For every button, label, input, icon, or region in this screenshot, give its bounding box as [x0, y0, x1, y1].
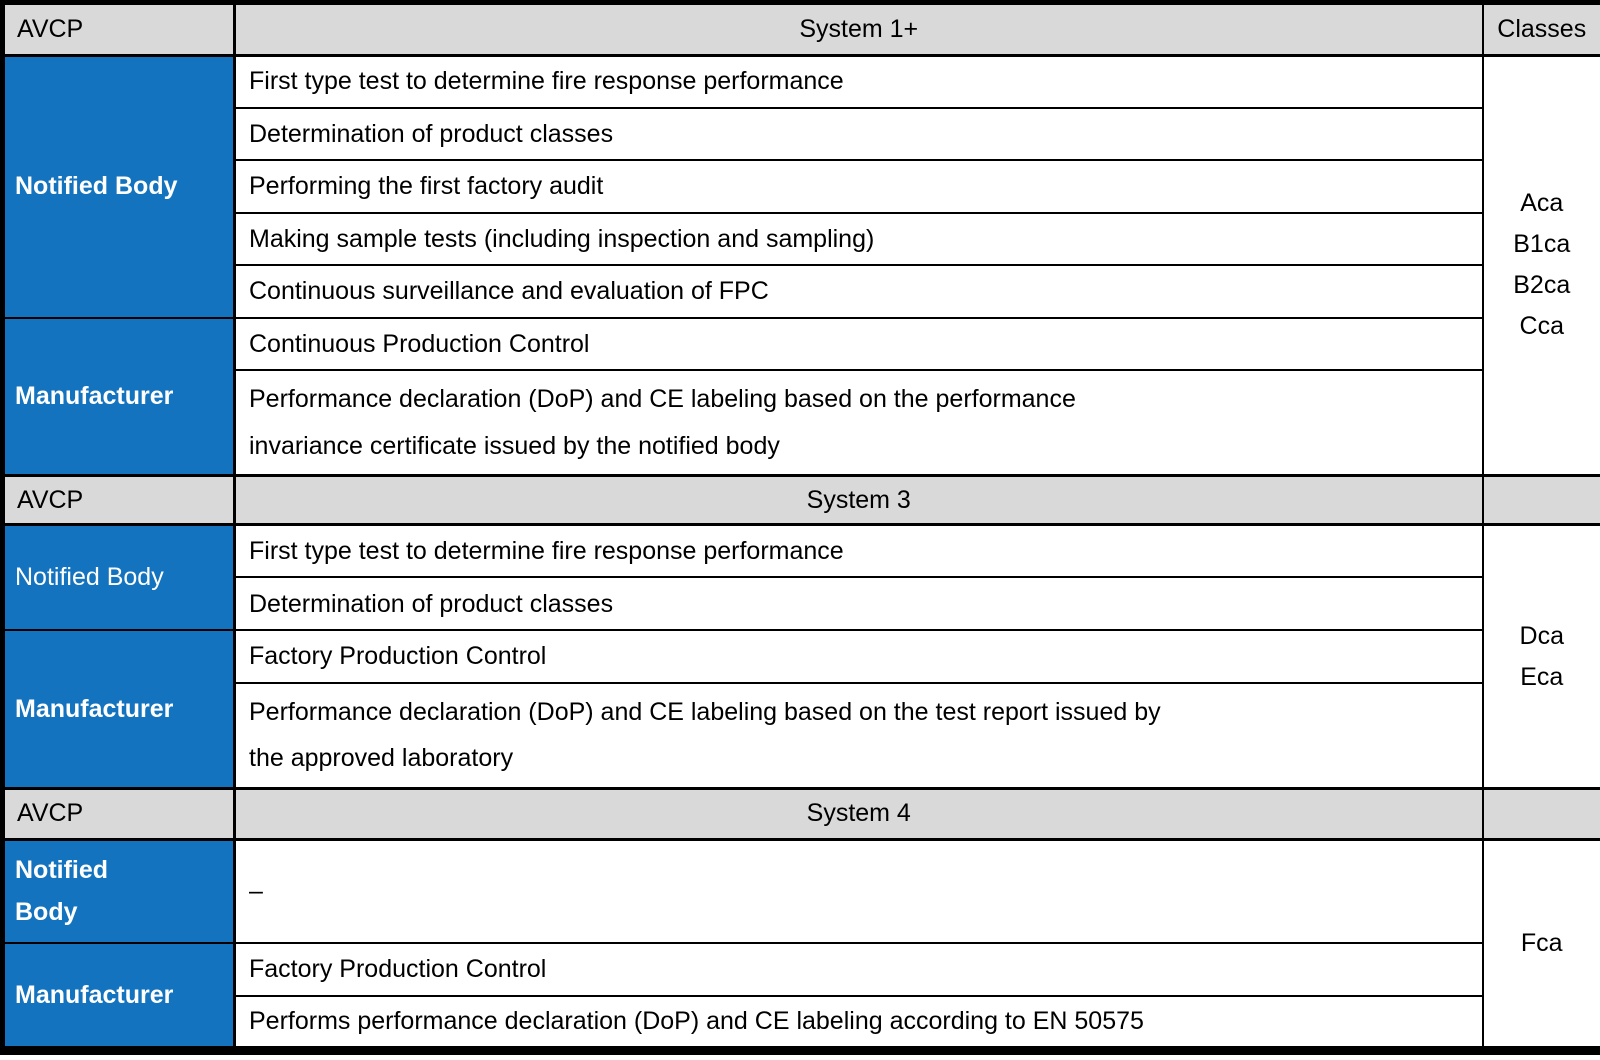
task-cell: Performs performance declaration (DoP) a…	[233, 994, 1484, 1052]
role-cell-notified-body: Notified Body	[1, 54, 236, 319]
task-cell: Determination of product classes	[233, 576, 1484, 632]
avcp-label: AVCP	[1, 787, 236, 841]
task-cell: Performance declaration (DoP) and CE lab…	[233, 369, 1484, 477]
task-cell: Determination of product classes	[233, 106, 1484, 162]
classes-cell: Dca Eca	[1481, 523, 1600, 790]
role-cell-manufacturer: Manufacturer	[1, 316, 236, 477]
system-1-plus-header: System 1+	[233, 1, 1484, 57]
role-cell-notified-body: Notified Body	[1, 838, 236, 945]
task-cell-dash: –	[233, 838, 1484, 945]
classes-header-empty	[1481, 473, 1600, 527]
classes-cell: Aca B1ca B2ca Cca	[1481, 54, 1600, 477]
avcp-label: AVCP	[1, 1, 236, 57]
task-cell: First type test to determine fire respon…	[233, 54, 1484, 109]
classes-column-header: Classes	[1481, 1, 1600, 57]
task-cell: Continuous Production Control	[233, 316, 1484, 372]
system-3-header: System 3	[233, 473, 1484, 527]
role-cell-notified-body: Notified Body	[1, 523, 236, 632]
avcp-label: AVCP	[1, 473, 236, 527]
role-cell-manufacturer: Manufacturer	[1, 942, 236, 1052]
classes-header-empty	[1481, 787, 1600, 841]
task-cell: Making sample tests (including inspectio…	[233, 211, 1484, 267]
task-cell: First type test to determine fire respon…	[233, 523, 1484, 579]
task-cell: Continuous surveillance and evaluation o…	[233, 264, 1484, 319]
task-cell: Factory Production Control	[233, 942, 1484, 997]
task-cell: Performance declaration (DoP) and CE lab…	[233, 681, 1484, 790]
task-cell: Factory Production Control	[233, 629, 1484, 684]
classes-cell: Fca	[1481, 838, 1600, 1052]
task-cell: Performing the first factory audit	[233, 159, 1484, 214]
system-4-header: System 4	[233, 787, 1484, 841]
role-cell-manufacturer: Manufacturer	[1, 629, 236, 790]
